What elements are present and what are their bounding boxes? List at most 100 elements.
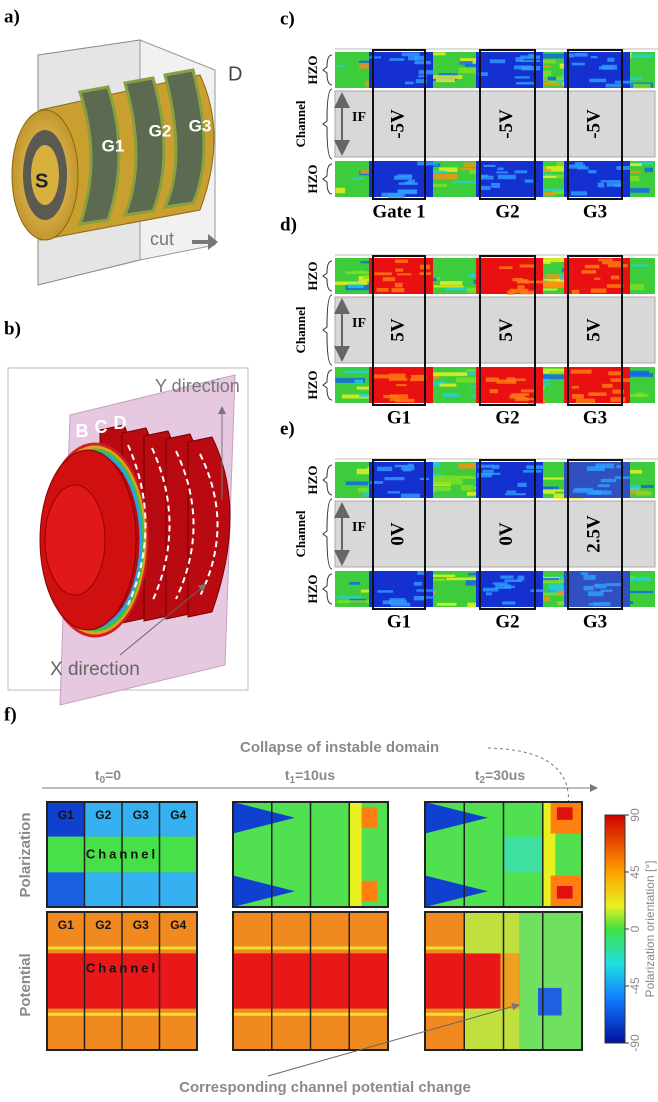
streak [504, 586, 515, 588]
streak [496, 171, 508, 173]
layer-label: HZO [305, 56, 320, 85]
streak [392, 288, 405, 292]
streak [337, 600, 373, 603]
voltage-label: -5V [387, 109, 408, 139]
streak [490, 59, 505, 63]
streak [383, 277, 395, 281]
source-label: S [35, 170, 48, 192]
streak [505, 493, 526, 495]
brace [323, 89, 332, 159]
streak [408, 56, 419, 60]
streak [576, 399, 595, 404]
annotation: Collapse of instable domain [240, 739, 439, 756]
streak [443, 393, 459, 397]
map-region [464, 912, 519, 953]
streak [523, 470, 542, 473]
brace [323, 261, 332, 291]
streak [602, 384, 612, 388]
streak [575, 53, 588, 57]
streak [401, 494, 420, 498]
streak [360, 261, 369, 263]
y-direction: Y direction [155, 376, 240, 396]
gate-label: G3 [583, 407, 607, 428]
streak [521, 60, 541, 62]
gate-domain [476, 367, 543, 403]
streak [353, 178, 364, 180]
streak [591, 288, 607, 293]
brace [323, 574, 332, 604]
cut-label: cut [150, 229, 174, 249]
streak [520, 291, 535, 295]
streak [572, 290, 580, 294]
streak [395, 269, 403, 272]
streak [377, 590, 393, 592]
streak [575, 488, 593, 490]
streak [588, 591, 604, 596]
streak [335, 188, 345, 193]
streak [572, 394, 584, 399]
gate-label: G3 [189, 116, 212, 135]
streak [598, 484, 610, 487]
layer-label: HZO [305, 371, 320, 400]
point-label: A [56, 427, 69, 447]
map-region [557, 807, 573, 820]
streak [440, 281, 462, 285]
streak [571, 191, 587, 195]
gate-domain [476, 258, 543, 294]
streak [542, 260, 551, 264]
streak [591, 56, 598, 58]
streak [369, 56, 381, 58]
streak [507, 290, 514, 295]
streak [417, 571, 424, 575]
panel-label: b) [4, 318, 21, 339]
streak [607, 284, 623, 288]
brace [323, 55, 332, 85]
streak [631, 54, 653, 58]
streak [601, 479, 616, 482]
map-channel-label: Channel [86, 846, 158, 861]
streak [483, 165, 495, 167]
streak [594, 278, 600, 280]
streak [390, 58, 405, 61]
panel-label: c) [280, 8, 295, 29]
map-gate-label: G1 [58, 808, 74, 822]
streak [338, 596, 361, 598]
point-label: C [95, 417, 108, 437]
streak [522, 280, 528, 282]
map-gate-label: G4 [170, 918, 186, 932]
x-direction: X direction [50, 659, 140, 680]
streak [615, 81, 635, 84]
streak [405, 82, 414, 85]
streak [610, 397, 625, 402]
voltage-label: 0V [387, 522, 408, 546]
streak [402, 53, 420, 57]
streak [581, 572, 588, 575]
time-rest: =10us [295, 767, 335, 783]
streak [523, 398, 535, 400]
streak [461, 485, 473, 491]
brace [323, 164, 332, 194]
voltage-label: 0V [496, 522, 517, 546]
streak [355, 379, 363, 384]
streak [616, 166, 630, 170]
streak [587, 490, 602, 495]
streak [479, 176, 494, 180]
gate-domain [564, 571, 630, 607]
streak [610, 378, 630, 382]
layer-label: HZO [305, 466, 320, 495]
streak [493, 582, 508, 584]
streak [598, 259, 612, 262]
voltage-label: 5V [583, 318, 604, 342]
streak [606, 84, 623, 88]
streak [518, 483, 527, 487]
streak [511, 393, 529, 396]
streak [394, 176, 412, 180]
panel-label: a) [4, 6, 20, 27]
streak [483, 588, 498, 592]
streak [395, 399, 414, 402]
streak [396, 384, 406, 386]
streak [572, 386, 579, 389]
voltage-label: 2.5V [583, 515, 604, 553]
gate-label: Gate 1 [372, 201, 425, 222]
streak [486, 592, 492, 595]
